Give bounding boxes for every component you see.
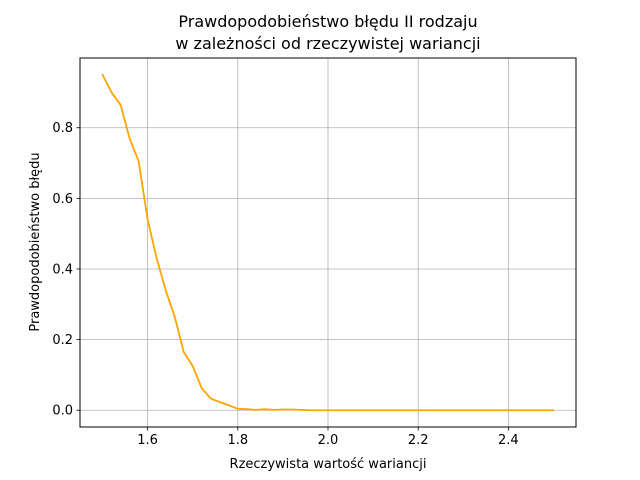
y-tick-label: 0.2 [52, 333, 73, 348]
series-layer [101, 73, 555, 412]
y-tick-label: 0.8 [52, 121, 73, 136]
x-axis-ticks: 1.6 1.8 2.0 2.2 2.4 [137, 427, 519, 448]
x-tick-label: 1.8 [227, 433, 248, 448]
x-tick-label: 2.2 [408, 433, 429, 448]
chart-title-line2: w zależności od rzeczywistej wariancji [175, 34, 480, 53]
y-tick-label: 0.4 [52, 262, 73, 277]
y-tick-label: 0.6 [52, 192, 73, 207]
x-tick-label: 2.4 [498, 433, 519, 448]
y-axis-ticks: 0.0 0.2 0.4 0.6 0.8 [52, 121, 80, 419]
series-line-0 [101, 73, 555, 412]
y-axis-label: Prawdopodobieństwo błędu [28, 152, 43, 331]
y-tick-label: 0.0 [52, 404, 73, 419]
chart-title-line1: Prawdopodobieństwo błędu II rodzaju [178, 12, 477, 31]
x-tick-label: 2.0 [318, 433, 339, 448]
x-tick-label: 1.6 [137, 433, 158, 448]
x-axis-label: Rzeczywista wartość wariancji [230, 457, 427, 472]
